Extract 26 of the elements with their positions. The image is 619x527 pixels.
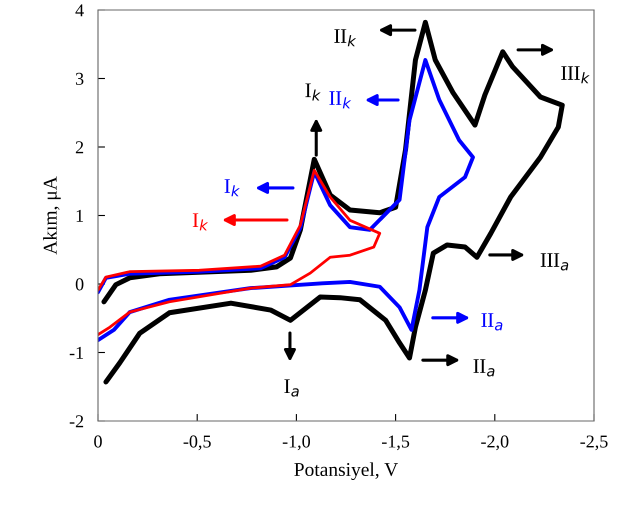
y-tick-label: -1 <box>70 346 84 359</box>
y-tick-label: 1 <box>76 210 84 222</box>
x-tick-label: -1,0 <box>282 435 310 450</box>
y-tick-label: -2 <box>70 415 84 428</box>
annotation: II$_{k}$ <box>329 91 352 108</box>
x-tick-label: -1,5 <box>382 436 410 450</box>
x-axis-title: Potansiyel, V <box>294 462 398 480</box>
annotation: I$_{k}$ <box>224 179 240 196</box>
annotation: III$_{a}$ <box>540 253 568 270</box>
annotation: II$_{a}$ <box>481 313 502 330</box>
y-tick-label: 2 <box>76 141 84 154</box>
annotation: II$_{k}$ <box>334 29 356 46</box>
annotation: III$_{k}$ <box>561 66 590 84</box>
x-tick-label: 0 <box>94 435 102 448</box>
x-tick-label: -2,5 <box>580 435 608 450</box>
y-tick-label: 4 <box>75 4 84 16</box>
line-series <box>98 168 382 336</box>
y-tick-label: 3 <box>76 72 84 85</box>
y-tick-label: 0 <box>76 278 84 290</box>
annotation: II$_{a}$ <box>473 359 494 377</box>
annotation: I$_{a}$ <box>284 379 299 397</box>
x-tick-label: -0,5 <box>184 435 211 450</box>
y-axis-title: Akım, μA <box>43 176 61 255</box>
x-tick-label: -2,0 <box>481 435 508 450</box>
annotation: I$_{k}$ <box>192 213 208 230</box>
annotation: I$_{k}$ <box>305 83 321 101</box>
